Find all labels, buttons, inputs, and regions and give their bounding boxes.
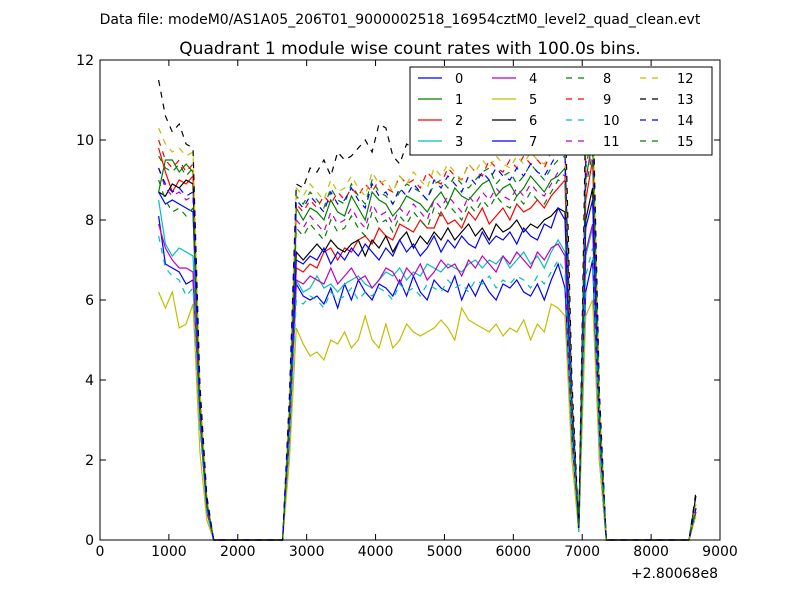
series-line-10 — [158, 235, 697, 541]
x-axis: 0 1000 2000 3000 4000 5000 6000 7000 8000 9000 — [96, 60, 738, 560]
figure-suptitle: Data file: modeM0/AS1A05_206T01_90000025… — [100, 12, 701, 28]
series-layer — [158, 79, 697, 541]
legend-label-12: 12 — [677, 72, 694, 87]
series-line-12 — [158, 107, 697, 541]
x-tick-label: 8000 — [633, 544, 669, 560]
legend-label-13: 13 — [677, 93, 694, 108]
legend-label-15: 15 — [677, 135, 694, 150]
legend-label-7: 7 — [529, 135, 537, 150]
series-line-14 — [158, 127, 697, 541]
x-tick-label: 0 — [96, 544, 105, 560]
x-tick-label: 9000 — [702, 544, 738, 560]
y-tick-label: 0 — [85, 533, 94, 549]
legend-label-10: 10 — [603, 114, 620, 129]
legend-frame — [409, 66, 713, 156]
legend-label-11: 11 — [603, 135, 620, 150]
legend-label-14: 14 — [677, 114, 694, 129]
legend-label-8: 8 — [603, 72, 611, 87]
chart-title: Quadrant 1 module wise count rates with … — [179, 39, 640, 59]
legend-label-6: 6 — [529, 114, 537, 129]
y-tick-label: 10 — [76, 133, 94, 149]
series-line-5 — [158, 289, 697, 541]
x-tick-label: 3000 — [289, 544, 325, 560]
x-tick-label: 5000 — [427, 544, 463, 560]
legend-label-3: 3 — [455, 135, 463, 150]
legend-label-2: 2 — [455, 114, 463, 129]
y-tick-label: 12 — [76, 53, 94, 69]
x-offset-label: +2.80068e8 — [631, 566, 718, 582]
x-tick-label: 4000 — [358, 544, 394, 560]
y-tick-label: 8 — [85, 213, 94, 229]
y-tick-label: 2 — [85, 453, 94, 469]
legend-label-1: 1 — [455, 93, 463, 108]
legend-label-4: 4 — [529, 72, 537, 87]
x-tick-label: 6000 — [496, 544, 532, 560]
legend-label-0: 0 — [455, 72, 463, 87]
legend-label-5: 5 — [529, 93, 537, 108]
legend-label-9: 9 — [603, 93, 611, 108]
x-tick-label: 1000 — [151, 544, 187, 560]
x-tick-label: 7000 — [564, 544, 600, 560]
y-tick-label: 4 — [85, 373, 94, 389]
y-tick-label: 6 — [85, 293, 94, 309]
x-tick-label: 2000 — [220, 544, 256, 560]
